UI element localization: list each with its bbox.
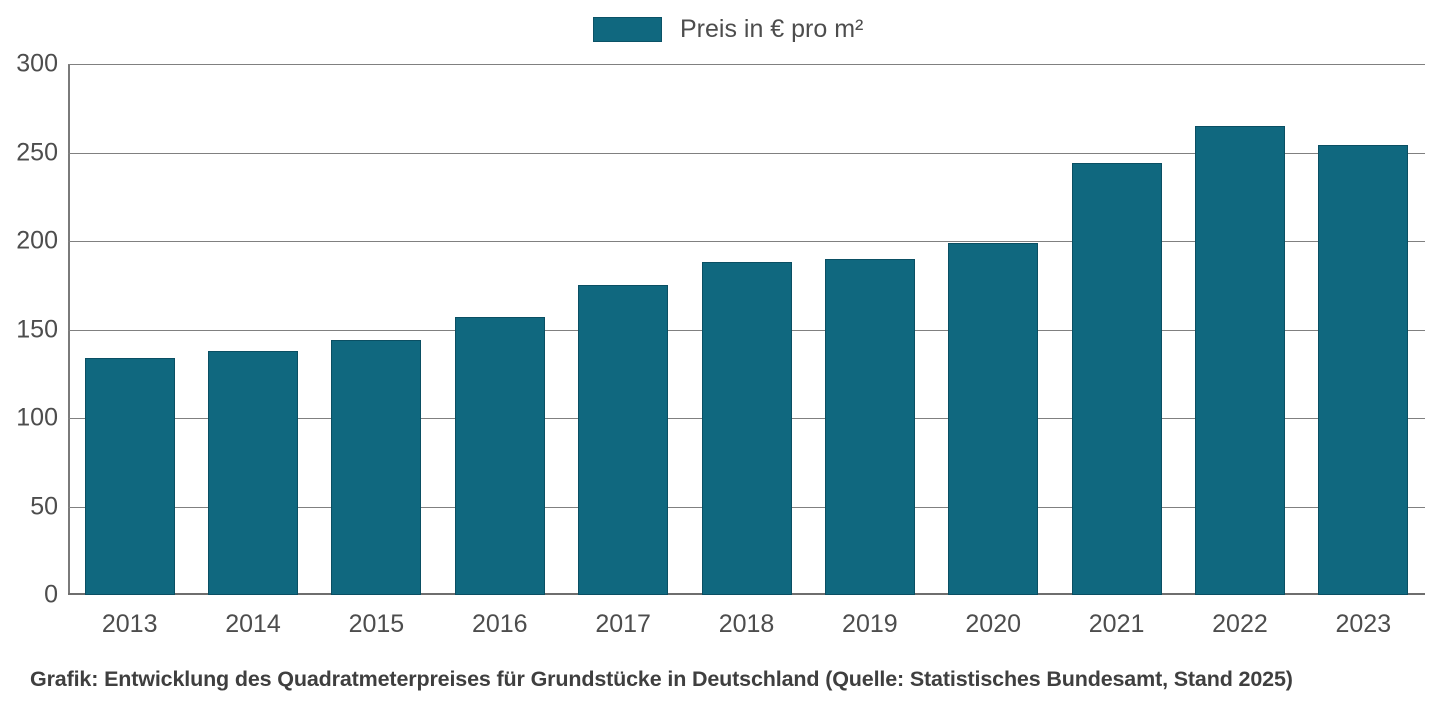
y-axis-tick-label: 200 <box>16 226 58 255</box>
x-axis-tick-label: 2013 <box>101 610 158 638</box>
gridline-200 <box>68 241 1425 242</box>
bar-2018 <box>701 262 792 595</box>
bar-2021 <box>1071 163 1162 595</box>
bar-2013 <box>84 357 175 595</box>
bar-2023 <box>1318 145 1409 595</box>
x-axis-tick-label: 2018 <box>718 610 775 638</box>
x-axis-tick-label: 2016 <box>471 610 528 638</box>
bar-2017 <box>578 285 669 595</box>
x-axis-tick-label: 2014 <box>225 610 281 638</box>
x-axis-tick-label: 2023 <box>1335 610 1392 638</box>
bar-series <box>68 64 1425 595</box>
bar-2016 <box>454 317 545 595</box>
gridline-300 <box>68 64 1425 65</box>
y-axis-tick-label: 300 <box>16 49 58 78</box>
y-axis-tick-label: 50 <box>30 492 58 520</box>
x-axis-tick-label: 2021 <box>1088 610 1145 638</box>
y-axis-tick-label: 100 <box>16 403 58 432</box>
x-axis-labels: 2013 2014 2015 2016 2017 2018 2019 2020 2021 2022… <box>68 612 1425 652</box>
legend-color-swatch <box>593 16 662 42</box>
y-axis-tick-label: 0 <box>44 580 58 609</box>
figure-caption: Grafik: Entwicklung des Quadratmeterprei… <box>30 667 1293 691</box>
x-axis-tick-label: 2015 <box>348 610 405 638</box>
y-axis-tick-label: 150 <box>16 315 58 343</box>
y-axis-tick-label: 250 <box>16 138 58 166</box>
x-axis-tick-label: 2019 <box>842 610 898 638</box>
plot-area: 0 50 100 150 200 250 300 <box>16 51 1425 607</box>
legend-label: Preis in € pro m² <box>680 14 864 43</box>
bar-2015 <box>331 340 422 595</box>
x-axis-tick-label: 2020 <box>965 610 1022 638</box>
bar-2020 <box>948 242 1039 595</box>
x-axis-tick-label: 2017 <box>595 610 651 638</box>
chart-legend: Preis in € pro m² <box>593 12 863 46</box>
bar-2019 <box>824 258 915 595</box>
bar-2014 <box>208 350 299 595</box>
bar-2022 <box>1194 125 1285 595</box>
gridline-250 <box>68 152 1425 154</box>
x-axis-tick-label: 2022 <box>1212 610 1268 638</box>
